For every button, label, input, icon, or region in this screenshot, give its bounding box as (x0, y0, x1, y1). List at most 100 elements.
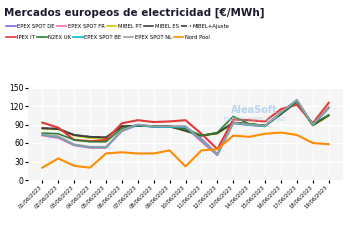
EPEX SPOT BE (120, 129, 124, 132)
Line: IPEX IT: IPEX IT (42, 103, 329, 149)
MIBEL ES (168, 125, 172, 128)
MIBEL ES (120, 125, 124, 128)
N2EX UK (104, 140, 108, 143)
EPEX SPOT DE (104, 146, 108, 149)
MIBEL PT (104, 136, 108, 140)
EPEX SPOT BE (88, 146, 92, 149)
EPEX SPOT DE (56, 135, 60, 138)
N2EX UK (168, 126, 172, 128)
Nord Pool (311, 142, 315, 144)
MIBEL ES (215, 132, 219, 135)
MIBEL+Ajuste (279, 112, 283, 116)
EPEX SPOT NL (183, 125, 188, 128)
Nord Pool (327, 143, 331, 146)
MIBEL+Ajuste (152, 125, 156, 128)
EPEX SPOT NL (263, 124, 267, 127)
N2EX UK (88, 140, 92, 143)
N2EX UK (327, 114, 331, 117)
EPEX SPOT BE (56, 135, 60, 138)
EPEX SPOT NL (88, 145, 92, 148)
EPEX SPOT FR (40, 134, 44, 137)
EPEX SPOT FR (215, 154, 219, 157)
EPEX SPOT DE (295, 98, 299, 101)
N2EX UK (120, 127, 124, 130)
N2EX UK (311, 122, 315, 126)
EPEX SPOT FR (199, 140, 203, 143)
MIBEL+Ajuste (199, 134, 203, 137)
MIBEL PT (72, 134, 76, 137)
MIBEL+Ajuste (215, 132, 219, 135)
Nord Pool (215, 148, 219, 151)
Line: MIBEL PT: MIBEL PT (42, 102, 329, 138)
EPEX SPOT NL (215, 152, 219, 156)
MIBEL ES (40, 127, 44, 130)
Nord Pool (120, 151, 124, 154)
IPEX IT (152, 120, 156, 124)
MIBEL PT (152, 125, 156, 128)
MIBEL ES (183, 129, 188, 132)
EPEX SPOT NL (231, 121, 235, 124)
IPEX IT (183, 119, 188, 122)
EPEX SPOT FR (56, 136, 60, 140)
IPEX IT (263, 120, 267, 123)
N2EX UK (247, 122, 251, 126)
EPEX SPOT BE (199, 139, 203, 142)
EPEX SPOT BE (152, 126, 156, 128)
IPEX IT (311, 122, 315, 125)
MIBEL+Ajuste (263, 124, 267, 127)
IPEX IT (104, 138, 108, 141)
MIBEL ES (327, 114, 331, 117)
IPEX IT (231, 118, 235, 121)
Nord Pool (199, 149, 203, 152)
EPEX SPOT NL (168, 125, 172, 128)
Nord Pool (152, 152, 156, 155)
MIBEL PT (327, 114, 331, 117)
IPEX IT (295, 103, 299, 106)
EPEX SPOT NL (279, 111, 283, 114)
MIBEL PT (199, 134, 203, 137)
EPEX SPOT NL (104, 145, 108, 148)
MIBEL ES (247, 122, 251, 126)
N2EX UK (215, 131, 219, 134)
EPEX SPOT NL (327, 106, 331, 109)
EPEX SPOT DE (183, 125, 188, 128)
MIBEL+Ajuste (120, 125, 124, 128)
MIBEL ES (56, 127, 60, 130)
IPEX IT (88, 140, 92, 143)
Text: ENERGY FORECASTING: ENERGY FORECASTING (224, 117, 286, 122)
EPEX SPOT BE (327, 106, 331, 109)
EPEX SPOT DE (247, 123, 251, 126)
Line: EPEX SPOT DE: EPEX SPOT DE (42, 100, 329, 154)
Text: AleaSoft: AleaSoft (231, 106, 278, 116)
EPEX SPOT BE (104, 146, 108, 149)
IPEX IT (72, 138, 76, 141)
IPEX IT (247, 119, 251, 122)
N2EX UK (231, 115, 235, 118)
EPEX SPOT DE (120, 129, 124, 132)
EPEX SPOT FR (263, 125, 267, 128)
MIBEL ES (231, 121, 235, 124)
Line: EPEX SPOT BE: EPEX SPOT BE (42, 100, 329, 155)
Nord Pool (72, 164, 76, 167)
N2EX UK (136, 124, 140, 126)
EPEX SPOT FR (120, 130, 124, 133)
Nord Pool (263, 132, 267, 135)
MIBEL PT (136, 124, 140, 127)
EPEX SPOT DE (263, 124, 267, 127)
MIBEL+Ajuste (88, 135, 92, 138)
EPEX SPOT DE (279, 111, 283, 114)
N2EX UK (199, 134, 203, 137)
N2EX UK (152, 125, 156, 128)
EPEX SPOT NL (311, 123, 315, 126)
EPEX SPOT FR (168, 126, 172, 128)
Line: MIBEL+Ajuste: MIBEL+Ajuste (42, 102, 329, 138)
IPEX IT (215, 148, 219, 151)
MIBEL ES (88, 135, 92, 138)
Text: Mercados europeos de electricidad [€/MWh]: Mercados europeos de electricidad [€/MWh… (4, 8, 264, 18)
EPEX SPOT FR (104, 146, 108, 150)
IPEX IT (120, 122, 124, 125)
Nord Pool (88, 166, 92, 169)
N2EX UK (279, 111, 283, 114)
IPEX IT (136, 119, 140, 122)
MIBEL PT (40, 127, 44, 130)
